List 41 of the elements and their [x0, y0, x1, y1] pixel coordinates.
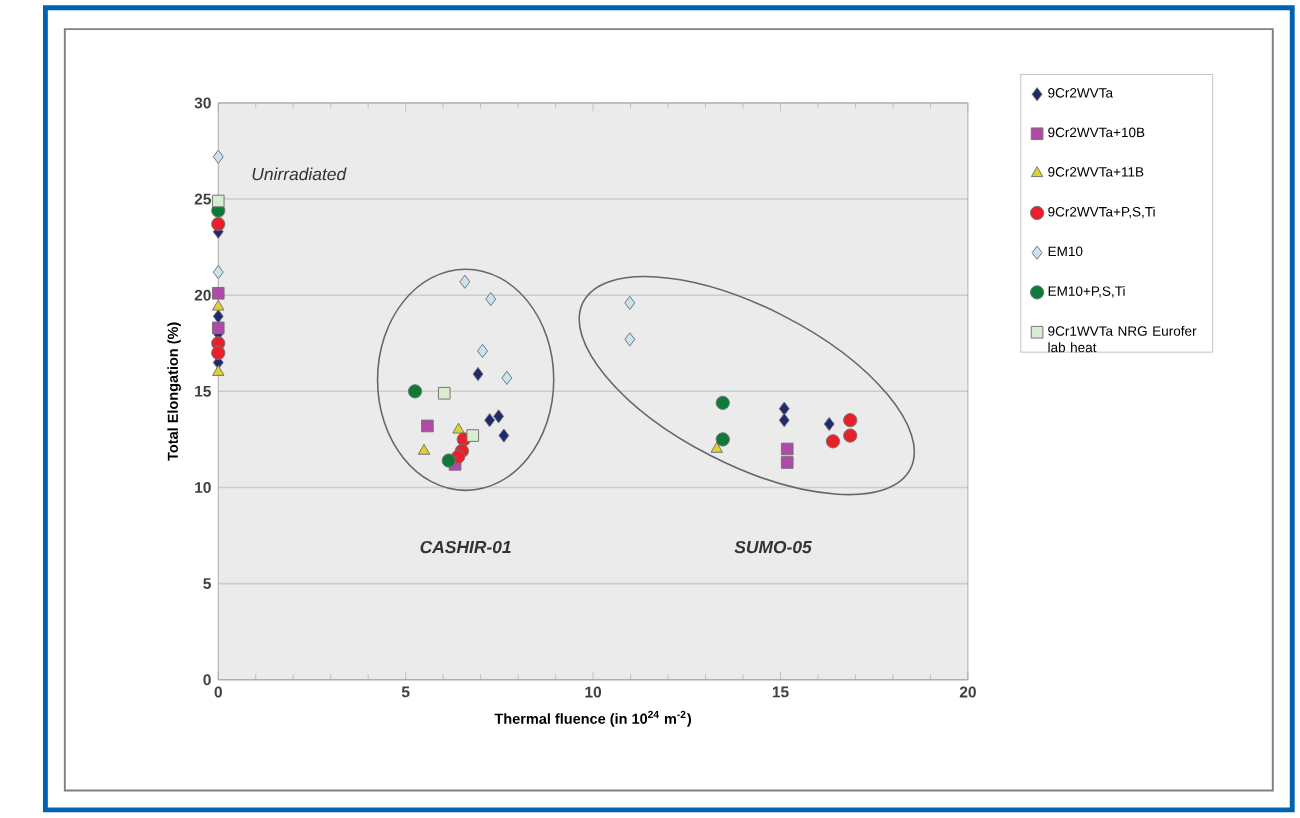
- point: [823, 417, 835, 432]
- point: [212, 299, 225, 311]
- annotation: SUMO-05: [734, 541, 812, 554]
- point: [778, 413, 790, 428]
- point: [417, 444, 431, 455]
- point: [778, 401, 790, 416]
- point: [459, 274, 471, 290]
- point: [211, 194, 225, 208]
- point: [212, 265, 224, 280]
- point: [484, 413, 496, 428]
- point: [715, 432, 730, 447]
- point: [211, 321, 225, 335]
- point: [212, 149, 224, 165]
- point: [493, 409, 505, 424]
- point: [407, 384, 423, 399]
- point: [780, 456, 794, 469]
- point: [710, 442, 723, 453]
- point: [212, 309, 224, 324]
- point: [437, 387, 451, 400]
- point: [466, 429, 480, 443]
- point: [477, 344, 488, 359]
- point: [498, 428, 510, 443]
- point: [212, 365, 225, 377]
- point: [825, 434, 841, 449]
- point: [441, 453, 456, 468]
- point: [624, 295, 636, 311]
- point: [501, 370, 513, 386]
- point: [211, 345, 226, 361]
- point: [211, 217, 226, 232]
- point: [421, 419, 434, 433]
- point: [780, 442, 794, 456]
- point: [843, 428, 858, 443]
- point: [452, 422, 465, 434]
- point: [472, 367, 484, 382]
- point: [211, 287, 225, 300]
- annotation: CASHIR-01: [420, 541, 511, 554]
- point: [485, 292, 497, 307]
- point: [624, 332, 636, 347]
- point: [843, 413, 858, 428]
- point: [715, 395, 730, 411]
- annotation: Unirradiated: [252, 167, 347, 181]
